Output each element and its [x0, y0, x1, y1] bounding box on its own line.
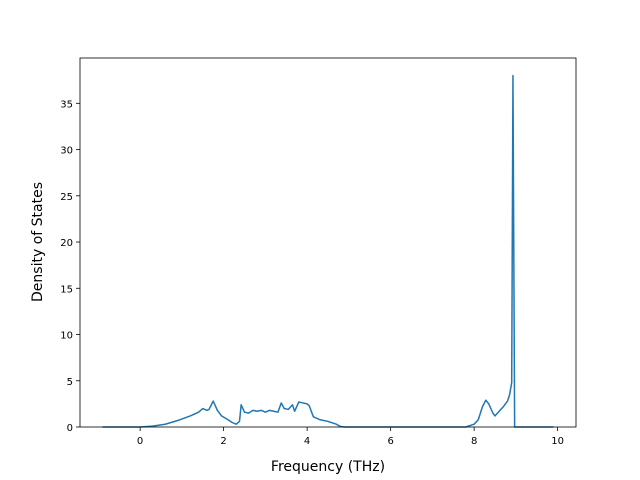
x-tick-label: 10 [551, 436, 564, 447]
line-series [102, 74, 554, 428]
y-tick-label: 5 [67, 377, 73, 388]
x-axis-label: Frequency (THz) [271, 459, 385, 475]
y-tick-label: 15 [60, 284, 73, 295]
y-tick-label: 0 [67, 423, 73, 434]
y-tick-label: 20 [60, 238, 73, 249]
y-axis-label: Density of States [30, 182, 46, 302]
y-tick-label: 25 [60, 192, 73, 203]
y-tick-label: 10 [60, 331, 73, 342]
x-tick-label: 2 [220, 436, 226, 447]
y-tick-label: 30 [60, 146, 73, 157]
x-tick-label: 0 [137, 436, 143, 447]
y-tick-label: 35 [60, 99, 73, 110]
x-tick-label: 6 [387, 436, 393, 447]
x-tick-label: 4 [304, 436, 310, 447]
plot-frame [79, 57, 577, 428]
x-tick-label: 8 [471, 436, 477, 447]
